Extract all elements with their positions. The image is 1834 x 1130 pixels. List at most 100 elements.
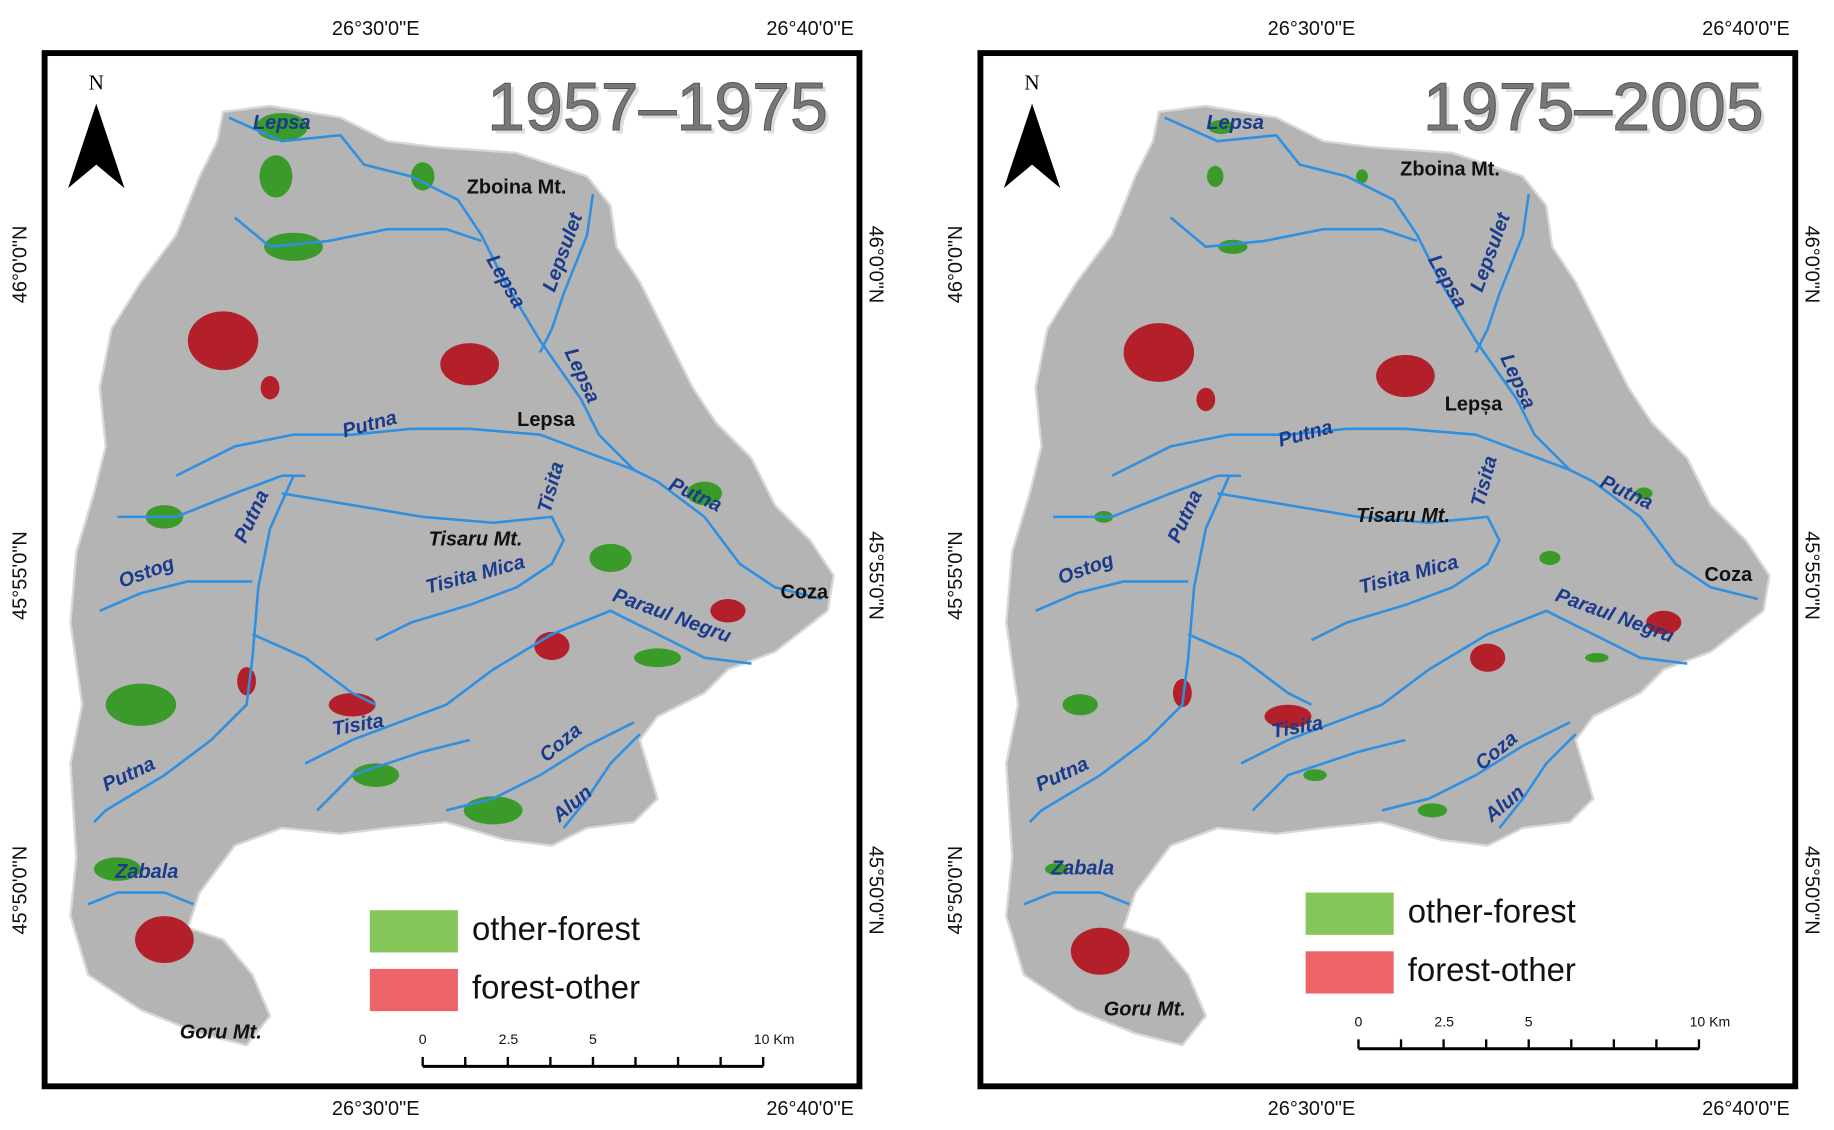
top-coordinate: 26°30'0"E <box>332 18 420 40</box>
river <box>1251 738 1406 812</box>
scale-label: 5 <box>589 1031 597 1047</box>
legend-label: other-forest <box>472 910 640 947</box>
forest-gain-patch <box>686 481 723 506</box>
river <box>445 721 635 812</box>
river <box>1028 475 1231 824</box>
river <box>281 492 566 642</box>
bottom-coordinate: 26°40'0"E <box>1702 1098 1790 1120</box>
forest-loss-patch <box>260 375 280 400</box>
place-label: Coza <box>780 581 829 603</box>
top-coordinate: 26°30'0"E <box>1268 18 1356 40</box>
river <box>1111 427 1571 477</box>
forest-loss-patch <box>1196 387 1216 412</box>
river <box>538 193 595 354</box>
river <box>1164 116 1758 601</box>
forest-gain-patch <box>589 543 632 573</box>
forest-loss-patch <box>1172 678 1192 708</box>
river <box>1240 609 1688 765</box>
period-title: 1975–2005 <box>1426 72 1767 148</box>
forest-gain-patch <box>352 763 400 787</box>
forest-gain-patch <box>1539 550 1561 565</box>
period-title: 1957–1975 <box>491 72 832 148</box>
place-label: Zboina Mt. <box>467 176 567 198</box>
river <box>1498 733 1577 829</box>
forest-gain-patch <box>259 155 293 198</box>
bottom-coordinate: 26°40'0"E <box>766 1098 854 1120</box>
legend-swatch <box>369 968 458 1012</box>
north-label: N <box>1024 71 1039 95</box>
bottom-coordinate: 26°30'0"E <box>1268 1098 1356 1120</box>
forest-gain-patch <box>1634 487 1653 500</box>
forest-loss-patch <box>135 916 194 964</box>
legend-label: forest-other <box>1408 951 1576 988</box>
top-coordinate: 26°40'0"E <box>766 18 854 40</box>
forest-gain-patch <box>1044 863 1069 875</box>
forest-gain-patch <box>1417 803 1448 818</box>
forest-gain-patch <box>1062 694 1098 716</box>
top-coordinate: 26°40'0"E <box>1702 18 1790 40</box>
river <box>1053 474 1242 519</box>
place-label: Goru Mt. <box>1104 998 1186 1020</box>
river-label: Lepsa <box>253 112 311 134</box>
legend-swatch <box>1305 892 1394 935</box>
left-coordinate: 45°55'0"N <box>945 531 967 620</box>
forest-loss-patch <box>710 599 746 623</box>
scale-label: 0 <box>419 1031 427 1047</box>
forest-loss-patch <box>1123 323 1195 382</box>
map-panel: 1975–20051975–2005N26°30'0"E26°30'0"E26°… <box>945 18 1822 1120</box>
scale-label: 5 <box>1525 1014 1533 1030</box>
forest-loss-patch <box>1470 643 1506 672</box>
forest-loss-patch <box>1070 927 1130 975</box>
river <box>117 474 306 519</box>
river <box>251 633 377 706</box>
place-label: Zboina Mt. <box>1400 159 1500 181</box>
forest-gain-patch <box>264 232 323 261</box>
forest-loss-patch <box>237 667 256 696</box>
place-label: Goru Mt. <box>180 1022 262 1044</box>
right-coordinate: 45°50'0"N <box>1800 846 1822 935</box>
river <box>1169 216 1418 249</box>
river <box>562 733 641 829</box>
river <box>228 116 823 601</box>
forest-loss-patch <box>1646 610 1682 635</box>
basin <box>69 104 835 1047</box>
forest-gain-patch <box>1207 165 1224 187</box>
forest-gain-patch <box>634 648 681 668</box>
right-coordinate: 45°55'0"N <box>864 531 886 620</box>
river-label: Lepsa <box>1206 112 1264 134</box>
forest-gain-patch <box>1356 169 1368 184</box>
right-coordinate: 46°0'0"N <box>1800 226 1822 304</box>
place-label: Coza <box>1704 564 1753 586</box>
forest-loss-patch <box>187 311 259 371</box>
forest-loss-patch <box>1264 704 1312 729</box>
forest-loss-patch <box>440 343 500 386</box>
forest-gain-patch <box>1208 120 1235 135</box>
scale-label: 2.5 <box>499 1031 519 1047</box>
forest-gain-patch <box>463 796 523 825</box>
left-coordinate: 45°50'0"N <box>9 846 31 935</box>
period-title: 1957–1975 <box>487 69 828 145</box>
scale-label: 10 Km <box>754 1031 795 1047</box>
forest-gain-patch <box>1303 769 1327 782</box>
river <box>234 216 482 249</box>
place-label: Lepșa <box>1445 394 1504 416</box>
river <box>87 891 195 906</box>
scale-label: 2.5 <box>1434 1014 1454 1030</box>
place-label: Tisaru Mt. <box>1356 505 1450 527</box>
basin <box>1005 104 1771 1047</box>
left-coordinate: 45°50'0"N <box>945 846 967 935</box>
right-coordinate: 45°50'0"N <box>864 846 886 935</box>
forest-gain-patch <box>1585 653 1609 663</box>
forest-gain-patch <box>105 683 177 726</box>
bottom-coordinate: 26°30'0"E <box>332 1098 420 1120</box>
left-coordinate: 46°0'0"N <box>945 226 967 304</box>
right-coordinate: 45°55'0"N <box>1800 531 1822 620</box>
river <box>175 427 635 477</box>
river <box>1187 633 1313 706</box>
place-label: Tisaru Mt. <box>429 529 523 551</box>
forest-gain-patch <box>410 162 435 191</box>
legend-label: other-forest <box>1408 892 1576 929</box>
legend-swatch <box>369 910 458 953</box>
